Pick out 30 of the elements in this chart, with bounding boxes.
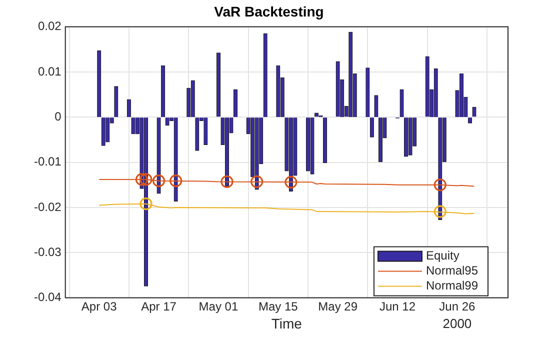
x-tick-label: May 01 (198, 299, 238, 314)
point (152, 174, 166, 188)
y-tick-label: -0.03 (34, 244, 62, 259)
point (170, 174, 182, 188)
x-tick-label: May 15 (258, 299, 298, 314)
x-tick-label: Jun 26 (439, 299, 476, 314)
chart-title: VaR Backtesting (214, 3, 324, 20)
x-tick-label: Apr 17 (141, 299, 177, 314)
point (434, 205, 446, 218)
point (140, 173, 152, 186)
x-tick-label: Jun 12 (380, 299, 416, 314)
legend-label: Equity (426, 248, 460, 263)
point (434, 178, 446, 192)
y-tick-label: -0.04 (34, 290, 62, 304)
legend-label: Normal95 (426, 264, 478, 278)
y-tick-label: 0.02 (38, 19, 62, 34)
y-tick-label: -0.01 (34, 154, 62, 169)
y-tick-label: -0.02 (34, 200, 62, 214)
point (135, 173, 148, 186)
text: 2000 (442, 316, 472, 331)
x-axis-title: Time (271, 315, 302, 332)
point (220, 175, 234, 188)
legend-label: Normal99 (426, 278, 478, 293)
point (250, 175, 264, 188)
point (140, 198, 152, 210)
y-tick-label: 0 (54, 109, 62, 124)
point (284, 176, 298, 188)
y-tick-label: 0.01 (38, 64, 62, 78)
x-tick-label: May 29 (318, 299, 358, 314)
x-tick-label: Apr 03 (81, 299, 118, 314)
